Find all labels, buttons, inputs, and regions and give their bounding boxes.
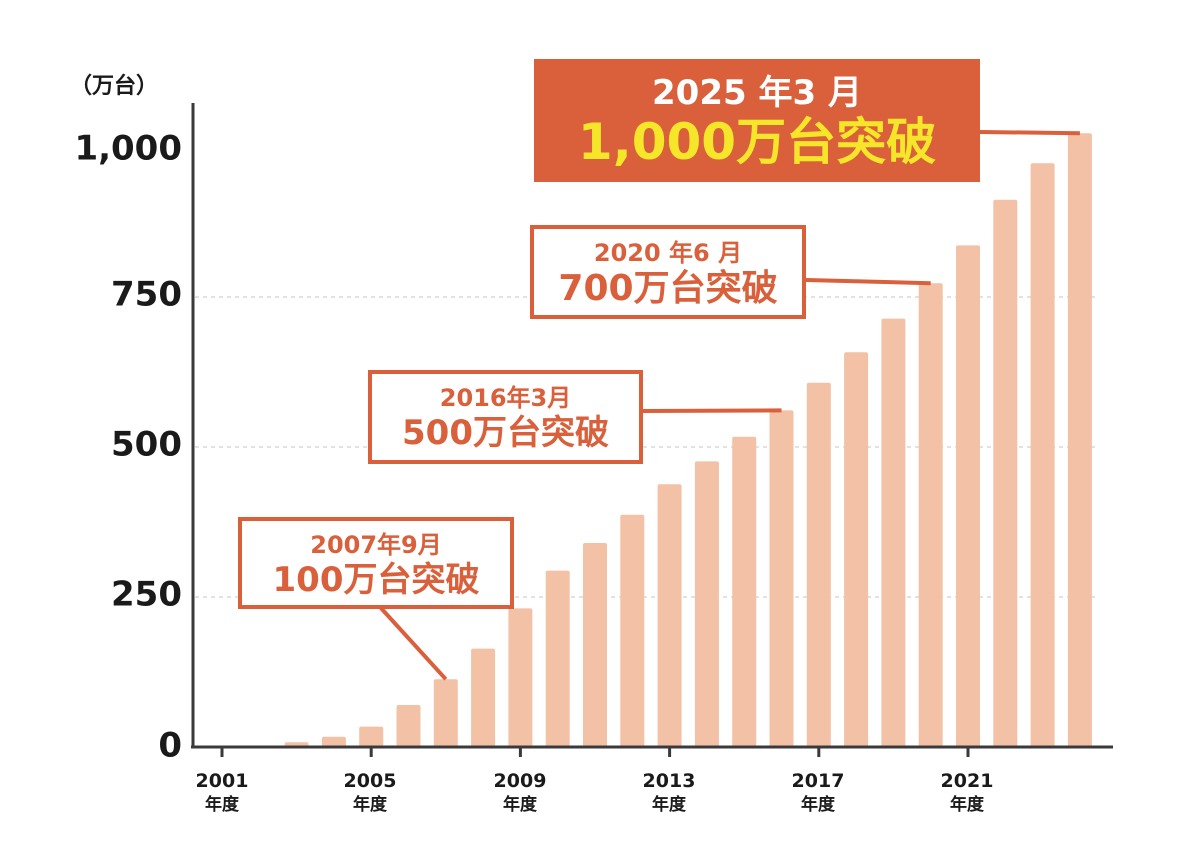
bar-2008 [471,648,496,747]
y-tick-label: 750 [111,275,182,315]
x-tick-label: 2009 [494,770,547,792]
callout-leaders [378,130,1080,681]
callout-date: 2016年3月 [439,384,572,412]
callout-milestone: 1,000万台突破 [577,113,937,171]
x-tick-label: 2021 [941,770,994,792]
bar-2014 [694,461,719,747]
bar-2006 [396,705,421,747]
bar-2016 [769,410,794,747]
callout-milestone: 500万台突破 [402,413,609,453]
callout-milestone: 100万台突破 [272,560,480,600]
bar-2005 [359,726,384,747]
callout-leader-line [805,278,931,286]
bar-2007 [433,679,458,747]
callout-1000-million: 2025 年3 月 1,000万台突破 [534,59,980,182]
x-tick-sublabel: 年度 [353,794,388,815]
x-tick-sublabel: 年度 [652,794,687,815]
callout-date: 2007年9月 [310,531,442,559]
bar-2012 [620,514,645,747]
y-tick-label: 0 [158,726,182,766]
callout-leader-line [378,605,448,681]
bar-2015 [732,436,757,747]
y-tick-label: 1,000 [74,129,182,169]
callout-700-million: 2020 年6 月 700万台突破 [530,225,806,319]
bar-2023 [1030,163,1055,747]
bar-2013 [657,484,682,747]
bar-2017 [806,382,831,747]
bar-2004 [321,736,346,747]
bar-2011 [583,543,607,747]
callout-date: 2020 年6 月 [593,239,743,267]
y-tick-label: 500 [111,425,182,465]
x-tick-sublabel: 年度 [503,794,538,815]
bar-2018 [844,352,869,747]
callout-100-million: 2007年9月 100万台突破 [238,517,514,609]
bar-2020 [918,283,943,747]
x-tick-label: 2013 [643,770,696,792]
bar-2010 [545,570,570,747]
callout-leader-line [641,408,782,413]
bar-2019 [881,318,906,747]
x-tick-label: 2001 [196,770,249,792]
x-tick-sublabel: 年度 [801,794,836,815]
callout-leader-line [979,130,1080,136]
bar-2021 [956,245,980,747]
x-axis-ticks [220,747,970,757]
callout-date: 2025 年3 月 [652,73,862,113]
bar-2022 [993,199,1018,748]
bar-2024 [1067,133,1092,747]
callout-500-million: 2016年3月 500万台突破 [368,370,643,464]
callout-milestone: 700万台突破 [558,268,778,309]
y-tick-label: 250 [111,575,182,615]
x-tick-sublabel: 年度 [205,794,240,815]
x-tick-label: 2005 [344,770,397,792]
y-axis-unit: （万台） [70,73,158,99]
x-tick-sublabel: 年度 [950,794,985,815]
bar-2009 [508,608,533,747]
x-tick-label: 2017 [792,770,845,792]
bars [210,133,1092,749]
